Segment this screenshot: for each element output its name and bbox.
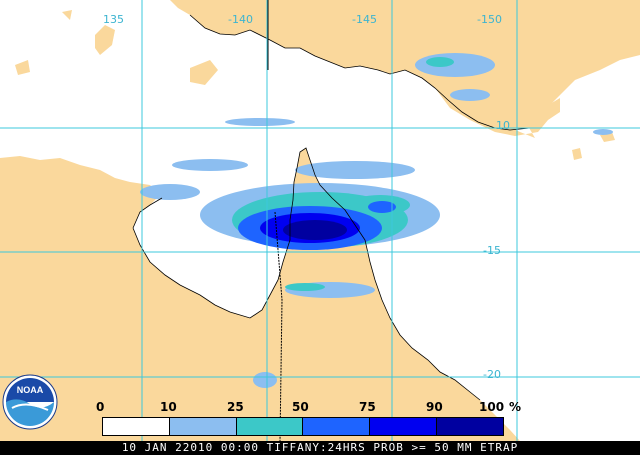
lon-label-140: -140 bbox=[228, 13, 253, 26]
lat-label-20: -20 bbox=[483, 368, 501, 381]
legend-tick-10: 10 bbox=[160, 400, 177, 414]
lon-label-145: -145 bbox=[352, 13, 377, 26]
legend-swatch-90-100 bbox=[437, 418, 503, 435]
legend-tick-0: 0 bbox=[96, 400, 105, 414]
lon-label-135: 135 bbox=[103, 13, 124, 26]
island-6 bbox=[572, 148, 582, 160]
legend-tick-25: 25 bbox=[227, 400, 244, 414]
legend-swatch-50-75 bbox=[303, 418, 371, 435]
island-3 bbox=[15, 60, 30, 75]
island-5 bbox=[595, 25, 625, 48]
island-4 bbox=[62, 10, 72, 20]
legend-swatch-25-50 bbox=[236, 418, 304, 435]
legend-tick-75: 75 bbox=[359, 400, 376, 414]
noaa-logo-icon: NOAA bbox=[2, 374, 58, 430]
legend-tick-50: 50 bbox=[292, 400, 309, 414]
island-2 bbox=[190, 60, 218, 85]
legend-color-bar bbox=[102, 417, 504, 436]
legend-swatch-0-10 bbox=[103, 418, 170, 435]
lat-label-10: 10 bbox=[496, 119, 510, 132]
legend-ticks: 0 10 25 50 75 90 100 % bbox=[0, 400, 640, 416]
coastline-new-guinea bbox=[189, 14, 531, 131]
state-border bbox=[274, 211, 283, 442]
legend-swatch-75-90 bbox=[370, 418, 438, 435]
island-1 bbox=[95, 25, 115, 55]
graticule bbox=[0, 0, 640, 441]
legend-tick-100: 100 bbox=[479, 400, 505, 414]
land-australia bbox=[0, 148, 520, 441]
legend-swatch-10-25 bbox=[169, 418, 237, 435]
lat-label-15: -15 bbox=[483, 244, 501, 257]
land-papua-tail bbox=[435, 88, 560, 138]
noaa-logo-text: NOAA bbox=[17, 385, 44, 395]
map-caption: 10 JAN 22010 00:00 TIFFANY:24HRS PROB >=… bbox=[0, 441, 640, 455]
legend-tick-90: 90 bbox=[426, 400, 443, 414]
land-new-guinea bbox=[170, 0, 640, 130]
legend-unit: % bbox=[509, 400, 522, 414]
coastline-australia bbox=[132, 147, 481, 401]
lon-label-150: -150 bbox=[477, 13, 502, 26]
probability-shading bbox=[140, 53, 613, 388]
